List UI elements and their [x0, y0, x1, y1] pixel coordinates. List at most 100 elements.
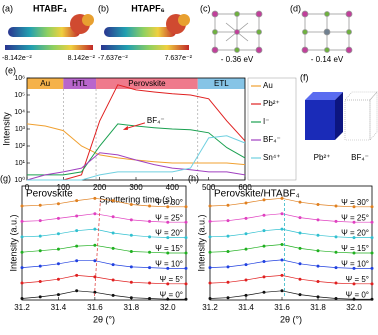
data-point [334, 296, 338, 300]
panel-label: (e) [5, 65, 16, 75]
region-label: HTL [72, 79, 88, 88]
data-point [184, 205, 188, 209]
x-tick-label: 31.2 [14, 303, 30, 312]
x-tick-label: 300 [129, 183, 143, 192]
data-point [111, 215, 115, 219]
data-point [226, 203, 230, 207]
chart: (g) 31.2 31.4 31.6 31.8 32.0 2θ (°) Intensity (… [0, 173, 188, 324]
data-point [20, 235, 24, 239]
series-line [209, 244, 372, 254]
data-point [316, 233, 320, 237]
molecule-map [8, 14, 94, 37]
data-point [280, 273, 284, 277]
series-label: Ψ = 10° [341, 260, 369, 269]
data-point [208, 235, 212, 239]
data-point [56, 277, 60, 281]
data-point [184, 236, 188, 240]
chart-title: Perovskite [26, 189, 73, 200]
data-point [111, 231, 115, 235]
x-tick-label: 31.4 [238, 303, 254, 312]
data-point [129, 249, 133, 253]
data-point [75, 259, 79, 263]
region-band [63, 78, 97, 89]
data-point [244, 232, 248, 236]
data-point [280, 212, 284, 216]
x-tick-label: 200 [93, 183, 107, 192]
data-point [20, 219, 24, 223]
data-point [75, 229, 79, 233]
molecule-map [104, 14, 190, 37]
cube-pb [305, 92, 343, 140]
data-point [352, 236, 356, 240]
data-point [262, 290, 266, 294]
data-point [316, 264, 320, 268]
data-point [75, 273, 79, 277]
chart: (h) 31.2 31.4 31.6 31.8 32.0 2θ (°) Intensity (… [188, 173, 374, 324]
data-point [262, 198, 266, 202]
data-point [75, 199, 79, 203]
data-point [352, 205, 356, 209]
data-point [352, 220, 356, 224]
data-point [298, 246, 302, 250]
data-point [262, 244, 266, 248]
data-point [93, 290, 97, 294]
region-band [197, 78, 245, 89]
data-point [244, 263, 248, 267]
series-label: Ψ = 5° [160, 275, 183, 284]
data-point [226, 219, 230, 223]
series-label: Ψ = 30° [155, 198, 183, 207]
data-point [334, 204, 338, 208]
data-point [316, 249, 320, 253]
molecule-title: HTAPF₆ [131, 3, 164, 13]
series-line [27, 84, 246, 181]
energy-label: - 0.14 eV [311, 55, 344, 64]
data-point [208, 296, 212, 300]
series-line [26, 152, 246, 181]
panel-label: (b) [98, 3, 109, 13]
data-point [262, 259, 266, 263]
data-point [316, 280, 320, 284]
crystal [301, 10, 353, 54]
data-point [208, 219, 212, 223]
legend-label: Au [263, 81, 273, 90]
x-tick-label: 31.4 [51, 303, 67, 312]
data-point [75, 289, 79, 293]
data-point [111, 246, 115, 250]
data-point [334, 235, 338, 239]
data-point [298, 231, 302, 235]
data-point [38, 295, 42, 299]
data-point [316, 218, 320, 222]
data-point [298, 216, 302, 220]
data-point [20, 296, 24, 300]
series-line [21, 275, 186, 285]
data-point [75, 244, 79, 248]
x-tick-label: 31.8 [310, 303, 326, 312]
data-point [20, 281, 24, 285]
data-point [280, 243, 284, 247]
annotation-arrow [124, 122, 146, 130]
series-line [21, 197, 186, 208]
x-tick-label: 31.2 [202, 303, 218, 312]
region-band [96, 78, 198, 89]
x-tick-label: 400 [166, 183, 180, 192]
data-point [298, 200, 302, 204]
x-axis-label: Sputtering time (s) [99, 194, 173, 204]
data-point [352, 251, 356, 255]
data-point [38, 219, 42, 223]
data-point [370, 236, 374, 240]
data-point [208, 204, 212, 208]
panel-c: (c) - 0.36 eV [200, 3, 263, 64]
panel-d: (d) - 0.14 eV [290, 3, 353, 64]
data-point [184, 251, 188, 255]
data-point [370, 282, 374, 286]
x-tick-label: 0 [25, 183, 30, 192]
data-point [38, 203, 42, 207]
data-point [298, 262, 302, 266]
x-tick-label: 31.6 [274, 303, 290, 312]
x-tick-label: 32.0 [160, 303, 176, 312]
data-point [111, 199, 115, 203]
data-point [244, 247, 248, 251]
data-point [352, 282, 356, 286]
legend-label: BF₄⁻ [263, 135, 281, 144]
legend-label: Pb²⁺ [263, 99, 280, 108]
